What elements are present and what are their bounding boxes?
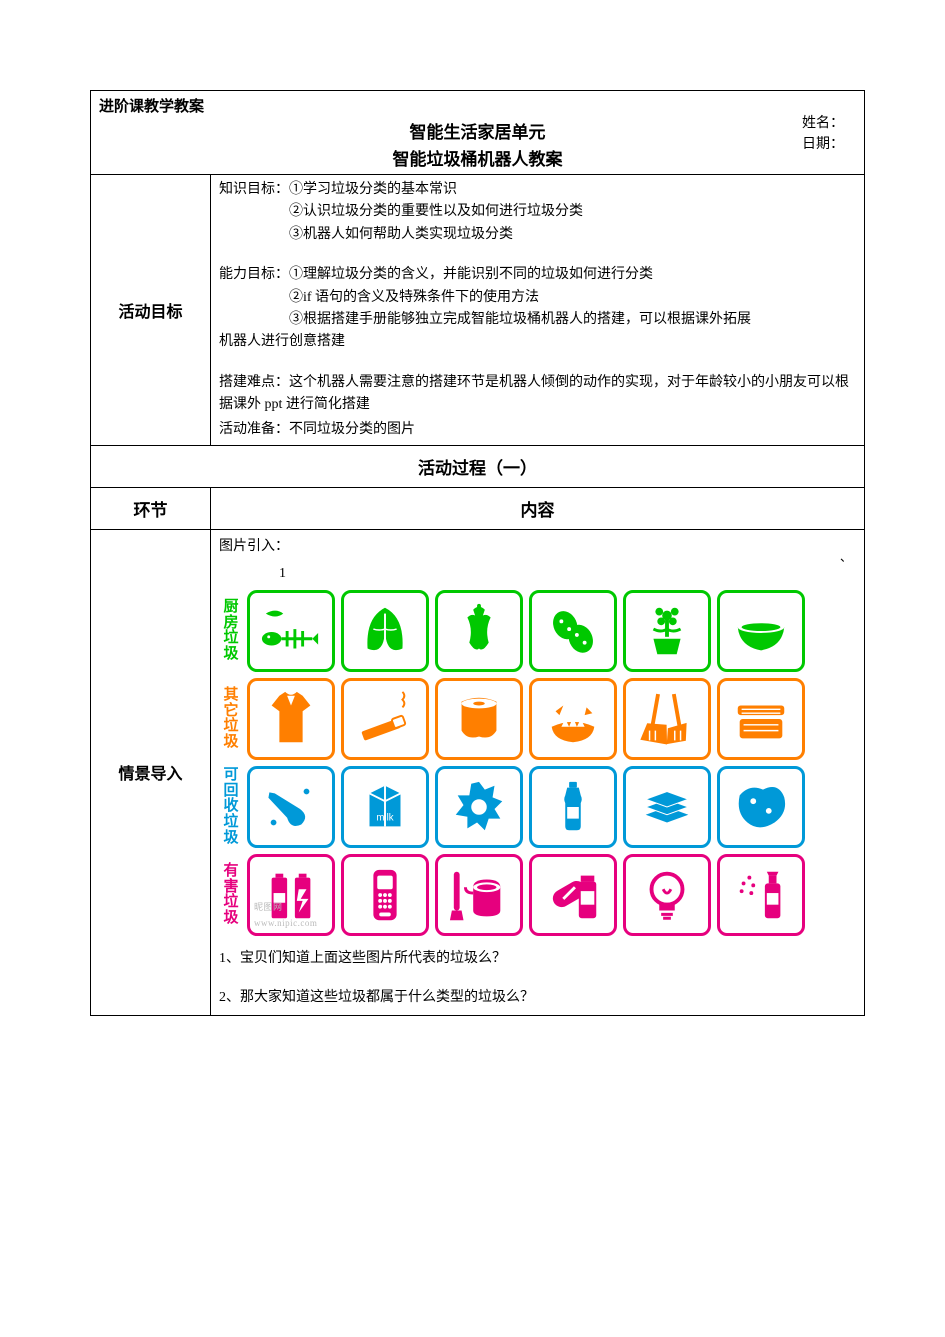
fabric-icon	[717, 766, 805, 848]
knowledge-goals: 知识目标：①学习垃圾分类的基本常识 知识目标：②认识垃圾分类的重要性以及如何进行…	[219, 179, 856, 246]
spray-icon	[717, 854, 805, 936]
scenario-label-cell: 情景导入	[91, 529, 211, 1015]
prep-text: 不同垃圾分类的图片	[289, 422, 415, 437]
date-label: 日期：	[802, 134, 844, 155]
broom-icon	[623, 678, 711, 760]
prep-label: 活动准备：	[219, 422, 289, 437]
doc-type: 进阶课教学教案	[99, 95, 856, 116]
bowl-icon	[717, 590, 805, 672]
difficulty-block: 搭建难点：这个机器人需要注意的搭建环节是机器人倾倒的动作的实现，对于年龄较小的小…	[219, 372, 856, 417]
ability-item-1: ②if 语句的含义及特殊条件下的使用方法	[289, 290, 539, 305]
flowerpot-icon	[623, 590, 711, 672]
num-1: 1	[279, 566, 286, 581]
scenario-label: 情景导入	[118, 766, 182, 783]
knowledge-item-2: ③机器人如何帮助人类实现垃圾分类	[289, 227, 513, 242]
garbage-classification-grid: 厨房垃圾其它垃圾可回收垃圾 milk 有害垃圾昵图网 www.nipic.com	[219, 590, 856, 936]
ability-item-2: ③根据搭建手册能够独立完成智能垃圾桶机器人的搭建，可以根据课外拓展	[289, 312, 751, 327]
battery-icon: 昵图网 www.nipic.com	[247, 854, 335, 936]
phone-icon	[341, 854, 429, 936]
intro-text: 图片引入：	[219, 534, 856, 559]
garbage-category-label-hazardous: 有害垃圾	[219, 854, 243, 936]
pill-icon	[529, 854, 617, 936]
goals-label-cell: 活动目标	[91, 175, 211, 446]
ability-goals: 能力目标：①理解垃圾分类的含义，并能识别不同的垃圾如何进行分类 能力目标：②if…	[219, 264, 856, 354]
gear-shape-icon	[435, 766, 523, 848]
difficulty-label: 搭建难点：	[219, 375, 289, 390]
goals-content-cell: 知识目标：①学习垃圾分类的基本常识 知识目标：②认识垃圾分类的重要性以及如何进行…	[211, 175, 865, 446]
svg-text:milk: milk	[376, 813, 393, 824]
knowledge-label: 知识目标：	[219, 182, 289, 197]
header-cell: 进阶课教学教案 智能生活家居单元 智能垃圾桶机器人教案 姓名： 日期：	[91, 91, 865, 175]
garbage-category-label-recyclable: 可回收垃圾	[219, 766, 243, 848]
col2-header: 内容	[211, 487, 865, 529]
ability-tail: 机器人进行创意搭建	[219, 334, 345, 349]
peanut-icon	[529, 590, 617, 672]
fishbone-icon	[247, 590, 335, 672]
tissue-icon	[435, 678, 523, 760]
apple-core-icon	[435, 590, 523, 672]
cabbage-icon	[341, 590, 429, 672]
question-2: 2、那大家知道这些垃圾都属于什么类型的垃圾么？	[219, 985, 856, 1010]
ability-item-0: ①理解垃圾分类的含义，并能识别不同的垃圾如何进行分类	[289, 267, 653, 282]
glass-bottle-icon	[247, 766, 335, 848]
prep-block: 活动准备：不同垃圾分类的图片	[219, 419, 856, 441]
cigarette-icon	[341, 678, 429, 760]
plastic-bottle-icon	[529, 766, 617, 848]
knowledge-item-1: ②认识垃圾分类的重要性以及如何进行垃圾分类	[289, 204, 583, 219]
unit-title: 智能生活家居单元	[99, 118, 856, 143]
paper-stack-icon	[623, 766, 711, 848]
tick-mark: 、	[840, 547, 852, 569]
col1-header: 环节	[91, 487, 211, 529]
difficulty-text: 这个机器人需要注意的搭建环节是机器人倾倒的动作的实现，对于年龄较小的小朋友可以根…	[219, 375, 849, 412]
watermark-text: 昵图网 www.nipic.com	[254, 899, 332, 931]
lesson-plan-table: 进阶课教学教案 智能生活家居单元 智能垃圾桶机器人教案 姓名： 日期： 活动目标…	[90, 90, 865, 1016]
lesson-title: 智能垃圾桶机器人教案	[99, 145, 856, 170]
garbage-row-recyclable: 可回收垃圾 milk	[219, 766, 856, 848]
paint-bucket-icon	[435, 854, 523, 936]
broken-bowl-icon	[529, 678, 617, 760]
bulb-icon	[623, 854, 711, 936]
name-label: 姓名：	[802, 113, 844, 134]
question-1: 1、宝贝们知道上面这些图片所代表的垃圾么？	[219, 946, 856, 971]
foambox-icon	[717, 678, 805, 760]
garbage-row-kitchen: 厨房垃圾	[219, 590, 856, 672]
name-date-block: 姓名： 日期：	[802, 113, 844, 155]
milk-carton-icon: milk	[341, 766, 429, 848]
garbage-category-label-other: 其它垃圾	[219, 678, 243, 760]
knowledge-item-0: ①学习垃圾分类的基本常识	[289, 182, 457, 197]
clothes-icon	[247, 678, 335, 760]
garbage-row-other: 其它垃圾	[219, 678, 856, 760]
process-header: 活动过程（一）	[91, 445, 865, 487]
ability-label: 能力目标：	[219, 267, 289, 282]
garbage-category-label-kitchen: 厨房垃圾	[219, 590, 243, 672]
goals-label: 活动目标	[118, 304, 182, 321]
scenario-content-cell: 图片引入： 1 、 厨房垃圾其它垃圾可回收垃圾 milk 有害垃圾昵图网 www.n…	[211, 529, 865, 1015]
garbage-row-hazardous: 有害垃圾昵图网 www.nipic.com	[219, 854, 856, 936]
